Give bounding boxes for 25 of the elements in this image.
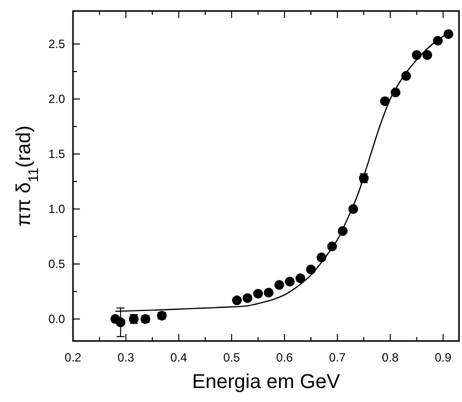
point: [232, 295, 242, 306]
point: [242, 293, 252, 303]
point: [274, 280, 284, 290]
x-tick-label: 0.4: [170, 350, 188, 365]
x-tick-label: 0.6: [276, 350, 294, 365]
point: [116, 317, 126, 328]
point: [264, 288, 274, 298]
x-tick-label: 0.3: [118, 350, 135, 365]
x-axis-title: Energia em GeV: [192, 371, 341, 393]
x-tick-label: 0.2: [64, 350, 82, 365]
point: [295, 273, 306, 284]
y-tick-label: 1.5: [48, 146, 66, 161]
y-tick-label: 0.5: [48, 256, 66, 271]
x-tick-label: 0.7: [329, 350, 346, 365]
y-tick-label: 2.0: [48, 92, 66, 106]
point: [422, 50, 432, 60]
point: [253, 288, 263, 299]
point: [284, 276, 295, 286]
y-tick-label: 0.0: [48, 312, 66, 326]
y-tick-label: 2.5: [48, 36, 66, 51]
x-tick-label: 0.9: [434, 350, 452, 365]
y-tick-label: 1.0: [48, 202, 66, 216]
x-tick-label: 0.8: [382, 350, 399, 365]
x-tick-label: 0.5: [223, 350, 240, 365]
point: [380, 96, 390, 106]
